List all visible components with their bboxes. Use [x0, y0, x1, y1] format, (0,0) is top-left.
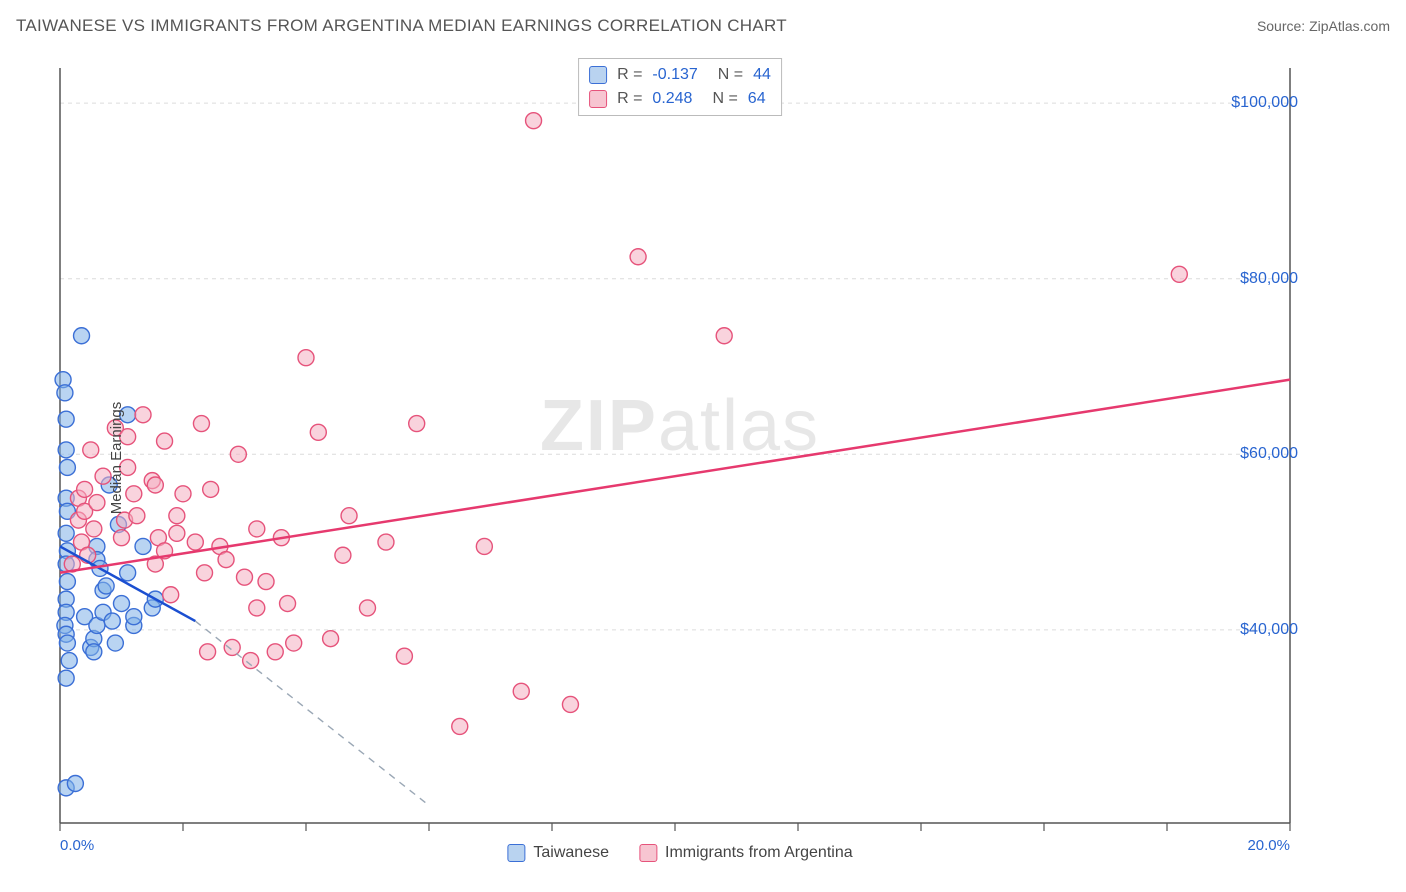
n-label: N = — [712, 87, 737, 111]
r-value: -0.137 — [652, 63, 697, 87]
legend-label: Immigrants from Argentina — [665, 844, 853, 862]
y-tick-label: $60,000 — [1240, 445, 1298, 463]
header: TAIWANESE VS IMMIGRANTS FROM ARGENTINA M… — [16, 16, 1390, 36]
legend-row-argentina: R = 0.248 N = 64 — [589, 87, 771, 111]
r-value: 0.248 — [652, 87, 692, 111]
legend-label: Taiwanese — [533, 844, 609, 862]
legend-item-taiwanese: Taiwanese — [507, 844, 609, 862]
r-label: R = — [617, 87, 642, 111]
legend-row-taiwanese: R = -0.137 N = 44 — [589, 63, 771, 87]
y-tick-label: $40,000 — [1240, 621, 1298, 639]
x-tick-label: 0.0% — [60, 837, 94, 854]
legend-item-argentina: Immigrants from Argentina — [639, 844, 853, 862]
n-value: 44 — [753, 63, 771, 87]
correlation-legend: R = -0.137 N = 44 R = 0.248 N = 64 — [578, 58, 782, 116]
y-tick-label: $80,000 — [1240, 270, 1298, 288]
page-title: TAIWANESE VS IMMIGRANTS FROM ARGENTINA M… — [16, 16, 787, 36]
swatch-icon — [589, 66, 607, 84]
swatch-icon — [639, 844, 657, 862]
y-axis-label: Median Earnings — [108, 402, 125, 515]
chart-container: Median Earnings R = -0.137 N = 44 R = 0.… — [50, 58, 1310, 858]
y-tick-label: $100,000 — [1231, 94, 1298, 112]
n-value: 64 — [748, 87, 766, 111]
swatch-icon — [589, 90, 607, 108]
n-label: N = — [718, 63, 743, 87]
r-label: R = — [617, 63, 642, 87]
source-attribution: Source: ZipAtlas.com — [1257, 18, 1390, 34]
scatter-chart — [50, 58, 1310, 858]
series-legend: Taiwanese Immigrants from Argentina — [507, 844, 852, 862]
swatch-icon — [507, 844, 525, 862]
x-tick-label: 20.0% — [1247, 837, 1290, 854]
